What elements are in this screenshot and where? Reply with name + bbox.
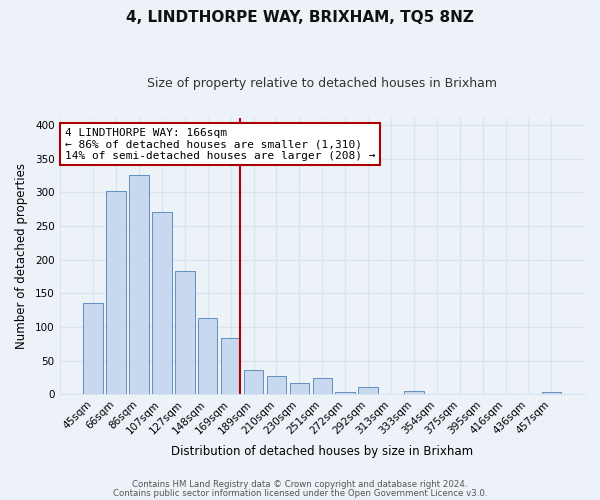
Bar <box>129 176 149 394</box>
Bar <box>198 318 217 394</box>
Bar <box>106 191 126 394</box>
Bar <box>152 212 172 394</box>
Bar <box>542 392 561 394</box>
Bar <box>244 370 263 394</box>
Bar <box>358 387 378 394</box>
Bar <box>290 383 309 394</box>
Bar <box>267 376 286 394</box>
Bar <box>313 378 332 394</box>
Text: Contains public sector information licensed under the Open Government Licence v3: Contains public sector information licen… <box>113 488 487 498</box>
Bar <box>83 304 103 394</box>
Bar <box>404 391 424 394</box>
Bar <box>221 338 241 394</box>
Bar <box>335 392 355 394</box>
Bar <box>175 271 194 394</box>
Title: Size of property relative to detached houses in Brixham: Size of property relative to detached ho… <box>147 78 497 90</box>
Text: 4, LINDTHORPE WAY, BRIXHAM, TQ5 8NZ: 4, LINDTHORPE WAY, BRIXHAM, TQ5 8NZ <box>126 10 474 25</box>
Text: 4 LINDTHORPE WAY: 166sqm
← 86% of detached houses are smaller (1,310)
14% of sem: 4 LINDTHORPE WAY: 166sqm ← 86% of detach… <box>65 128 376 161</box>
X-axis label: Distribution of detached houses by size in Brixham: Distribution of detached houses by size … <box>171 444 473 458</box>
Text: Contains HM Land Registry data © Crown copyright and database right 2024.: Contains HM Land Registry data © Crown c… <box>132 480 468 489</box>
Y-axis label: Number of detached properties: Number of detached properties <box>15 164 28 350</box>
